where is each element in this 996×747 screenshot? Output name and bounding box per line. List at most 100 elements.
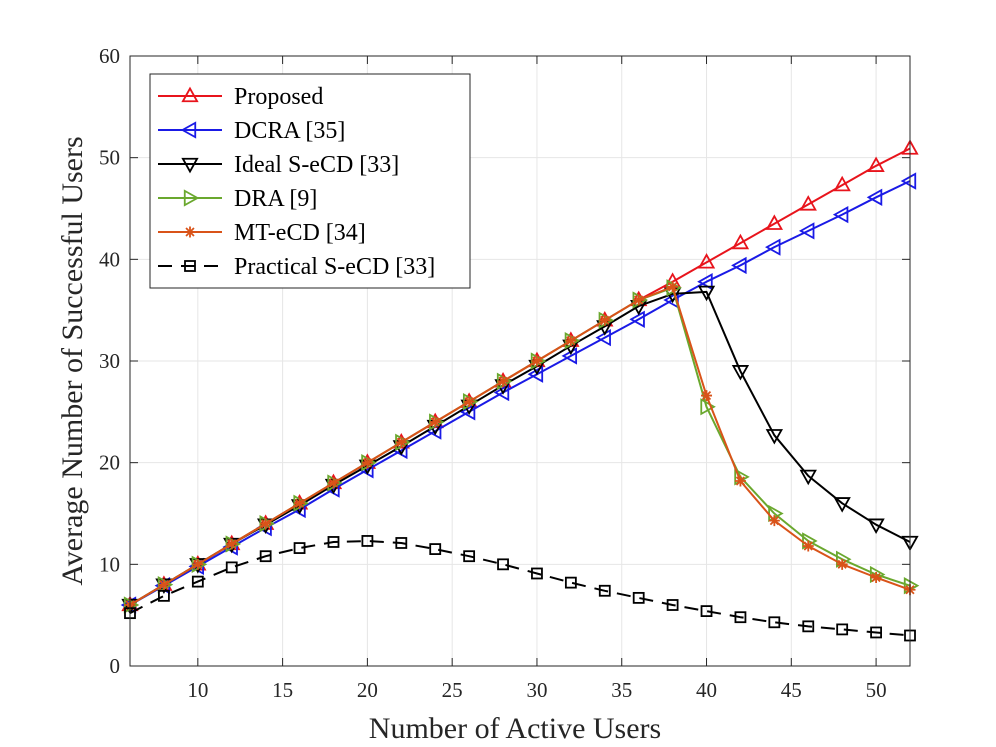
y-tick-label: 20 bbox=[99, 451, 120, 475]
x-tick-label: 10 bbox=[187, 678, 208, 702]
data-point bbox=[395, 537, 408, 549]
data-point bbox=[463, 396, 475, 408]
data-point bbox=[293, 542, 306, 554]
data-point bbox=[833, 175, 851, 192]
legend-label: Ideal S-eCD [33] bbox=[234, 152, 399, 178]
series-layer bbox=[120, 139, 920, 642]
data-point bbox=[836, 558, 848, 570]
data-point bbox=[866, 188, 883, 206]
data-point bbox=[734, 611, 747, 624]
data-point bbox=[765, 214, 784, 230]
data-point bbox=[595, 328, 611, 347]
data-point bbox=[158, 579, 170, 591]
legend-marker bbox=[180, 121, 197, 139]
y-tick-label: 50 bbox=[99, 146, 120, 170]
data-point bbox=[700, 605, 713, 617]
data-point bbox=[632, 591, 645, 604]
legend-item: Ideal S-eCD [33] bbox=[158, 152, 399, 178]
data-point bbox=[158, 589, 170, 602]
y-tick-label: 60 bbox=[99, 44, 120, 68]
data-point bbox=[697, 253, 716, 269]
data-point bbox=[629, 310, 645, 328]
data-point bbox=[867, 518, 885, 535]
data-point bbox=[700, 398, 716, 416]
data-point bbox=[463, 550, 476, 563]
x-tick-label: 25 bbox=[442, 678, 463, 702]
data-point bbox=[429, 543, 442, 555]
data-point bbox=[765, 429, 784, 445]
legend-marker bbox=[181, 157, 199, 174]
axis-ticks: 10 15 20 25 30 35 40 45 50 0 10 20 30 40 50 60 bbox=[99, 44, 910, 702]
data-point bbox=[799, 469, 817, 486]
data-point bbox=[836, 623, 849, 636]
data-point bbox=[832, 205, 849, 224]
x-tick-label: 30 bbox=[526, 678, 547, 702]
series-4 bbox=[124, 281, 916, 611]
data-point bbox=[870, 572, 882, 584]
data-point bbox=[768, 616, 781, 629]
data-point bbox=[564, 576, 577, 589]
data-point bbox=[734, 475, 746, 487]
data-point bbox=[259, 550, 272, 563]
legend-label: MT-eCD [34] bbox=[234, 220, 366, 246]
data-point bbox=[327, 536, 340, 548]
data-point bbox=[260, 518, 272, 530]
legend-label: Proposed bbox=[234, 84, 323, 110]
legend-item: MT-eCD [34] bbox=[158, 220, 366, 246]
legend-item: Practical S-eCD [33] bbox=[158, 254, 435, 280]
data-point bbox=[497, 375, 509, 387]
data-point bbox=[493, 383, 510, 402]
legend-label: DCRA [35] bbox=[234, 118, 345, 144]
data-point bbox=[870, 626, 882, 639]
legend-label: DRA [9] bbox=[234, 186, 317, 212]
x-tick-label: 45 bbox=[781, 678, 802, 702]
data-point bbox=[294, 497, 306, 509]
data-point bbox=[802, 540, 814, 552]
data-point bbox=[666, 599, 679, 611]
data-point bbox=[531, 567, 543, 580]
x-axis-label: Number of Active Users bbox=[369, 712, 661, 745]
y-axis-label: Average Number of Successful Users bbox=[56, 136, 89, 585]
data-point bbox=[429, 416, 441, 428]
data-point bbox=[731, 233, 750, 250]
y-tick-label: 0 bbox=[110, 654, 121, 678]
data-point bbox=[900, 172, 917, 190]
data-point bbox=[565, 335, 577, 347]
x-tick-label: 15 bbox=[272, 678, 293, 702]
data-point bbox=[459, 403, 476, 421]
legend-item: DRA [9] bbox=[158, 186, 317, 212]
legend-marker bbox=[184, 260, 196, 272]
data-point bbox=[633, 294, 645, 306]
data-point bbox=[327, 477, 339, 489]
data-point bbox=[867, 156, 885, 172]
x-tick-label: 50 bbox=[866, 678, 887, 702]
legend-item: Proposed bbox=[158, 84, 323, 110]
y-tick-label: 10 bbox=[99, 552, 120, 576]
data-point bbox=[599, 314, 611, 326]
legend-marker bbox=[184, 226, 196, 238]
data-point bbox=[697, 285, 716, 302]
data-point bbox=[361, 457, 373, 469]
legend-marker bbox=[183, 189, 200, 207]
series-line bbox=[129, 285, 911, 606]
data-point bbox=[799, 195, 817, 211]
data-point bbox=[192, 558, 204, 570]
y-tick-label: 30 bbox=[99, 349, 120, 373]
data-point bbox=[361, 535, 374, 547]
y-tick-label: 40 bbox=[99, 247, 120, 271]
data-point bbox=[226, 538, 238, 550]
data-point bbox=[395, 436, 407, 448]
data-point bbox=[663, 291, 679, 309]
data-point bbox=[225, 561, 238, 574]
data-point bbox=[802, 620, 815, 633]
x-tick-label: 40 bbox=[696, 678, 717, 702]
data-point bbox=[667, 281, 679, 293]
series-5 bbox=[124, 535, 916, 642]
legend-item: DCRA [35] bbox=[158, 118, 345, 144]
x-tick-label: 20 bbox=[357, 678, 378, 702]
legend-marker bbox=[181, 86, 199, 103]
data-point bbox=[697, 273, 713, 291]
data-point bbox=[497, 558, 509, 571]
legend-box bbox=[149, 73, 471, 289]
